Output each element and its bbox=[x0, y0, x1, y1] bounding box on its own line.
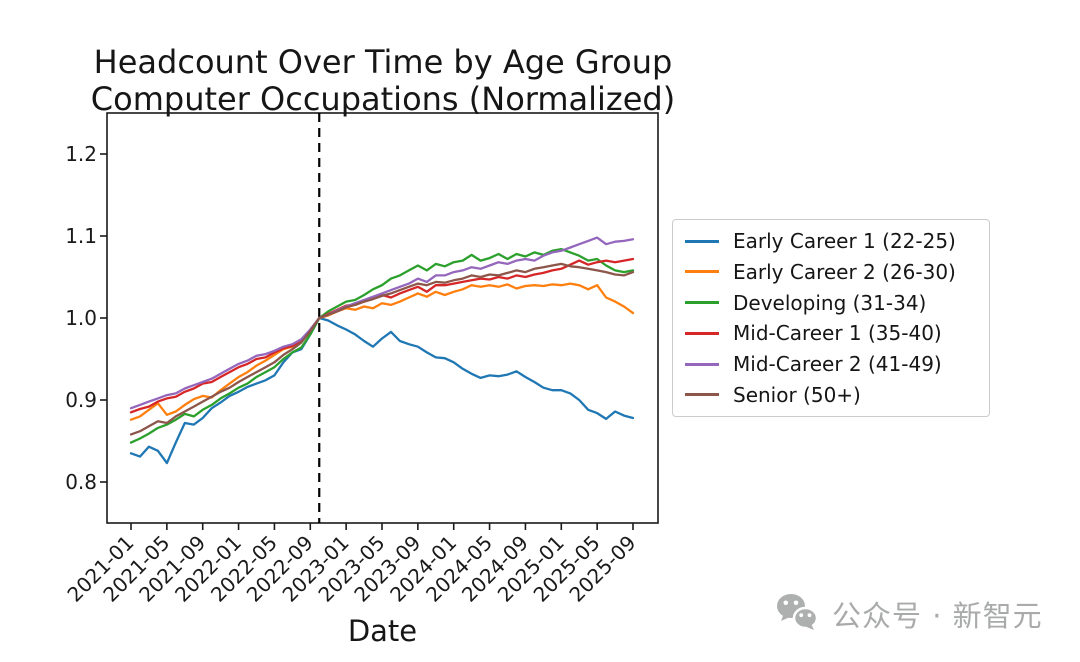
y-tick-label: 0.9 bbox=[65, 388, 97, 412]
legend-item-0: Early Career 1 (22-25) bbox=[685, 229, 977, 253]
chart-title: Headcount Over Time by Age Group Compute… bbox=[0, 44, 766, 118]
legend: Early Career 1 (22-25) Early Career 2 (26… bbox=[672, 219, 990, 417]
legend-item-1: Early Career 2 (26-30) bbox=[685, 260, 977, 284]
chart-title-line1: Headcount Over Time by Age Group bbox=[93, 43, 673, 81]
legend-line-swatch bbox=[685, 270, 719, 274]
legend-line-swatch bbox=[685, 301, 719, 305]
legend-label: Early Career 1 (22-25) bbox=[733, 229, 956, 253]
y-tick-label: 1.1 bbox=[65, 224, 97, 248]
watermark-text: 公众号 · 新智元 bbox=[832, 599, 1043, 633]
legend-label: Early Career 2 (26-30) bbox=[733, 259, 956, 284]
series-line-0 bbox=[129, 316, 635, 465]
y-tick-label: 1.0 bbox=[65, 306, 97, 330]
x-axis-label: Date bbox=[347, 614, 418, 648]
legend-line-swatch bbox=[685, 362, 719, 366]
legend-item-2: Developing (31-34) bbox=[685, 291, 977, 315]
legend-item-3: Mid-Career 1 (35-40) bbox=[685, 321, 977, 345]
y-tick-label: 0.8 bbox=[65, 470, 97, 494]
y-tick-label: 1.2 bbox=[65, 142, 97, 166]
legend-line-swatch bbox=[685, 331, 719, 335]
wechat-icon bbox=[777, 594, 819, 630]
legend-line-swatch bbox=[685, 239, 719, 243]
series-line-5 bbox=[129, 262, 635, 436]
watermark: 公众号 · 新智元 bbox=[772, 590, 1043, 638]
legend-item-5: Senior (50+) bbox=[685, 383, 977, 407]
legend-label: Mid-Career 1 (35-40) bbox=[733, 321, 942, 346]
legend-label: Senior (50+) bbox=[733, 382, 861, 407]
legend-label: Developing (31-34) bbox=[733, 290, 927, 315]
axes-frame bbox=[106, 112, 659, 524]
legend-item-4: Mid-Career 2 (41-49) bbox=[685, 352, 977, 376]
series-line-4 bbox=[129, 236, 635, 410]
legend-line-swatch bbox=[685, 393, 719, 397]
legend-label: Mid-Career 2 (41-49) bbox=[733, 352, 942, 377]
series-line-2 bbox=[129, 247, 635, 444]
chart-title-line2: Computer Occupations (Normalized) bbox=[90, 80, 676, 118]
